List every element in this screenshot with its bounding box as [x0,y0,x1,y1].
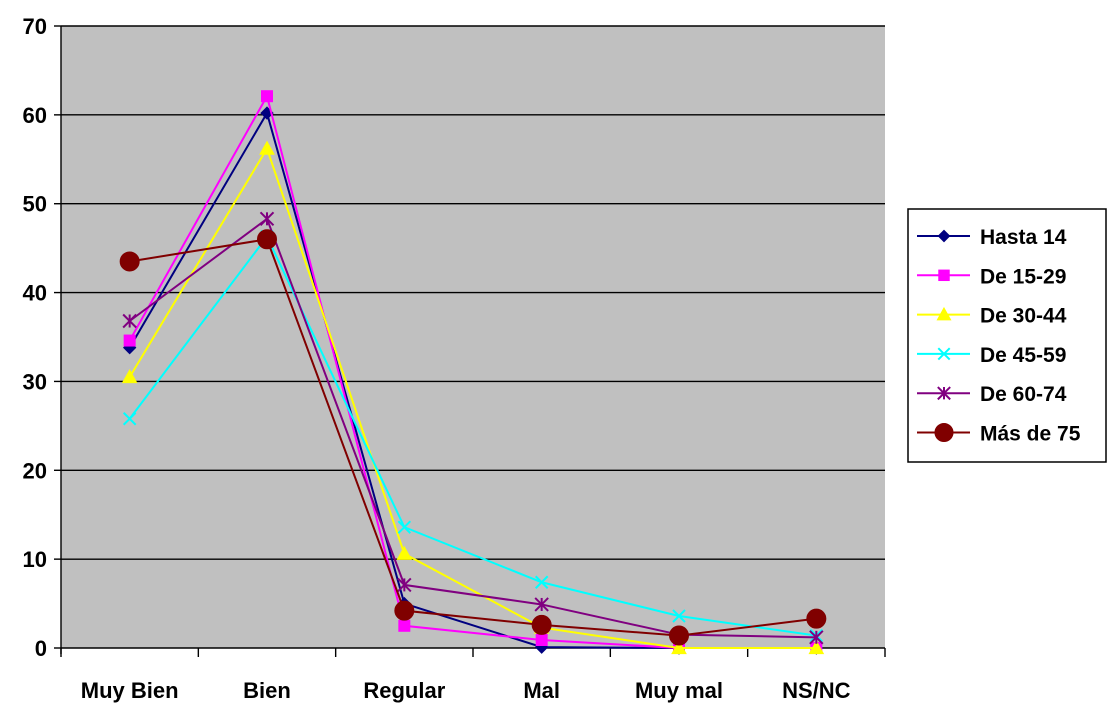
y-tick-label: 0 [35,636,47,661]
series-m-s-de-75 [119,229,827,646]
marker-asterisk [122,313,137,329]
marker-square [398,619,411,632]
marker-circle [119,251,140,272]
marker-x-stroke [397,520,412,534]
legend: Hasta 14 De 15-29 De 30-44 De 45-59 De 60-74… [907,208,1107,463]
y-axis: 0 10 20 30 40 50 60 70 [23,14,62,661]
x-tick-label: Muy mal [635,678,723,703]
legend-label: Más de 75 [980,423,1081,446]
legend-label: De 60-74 [980,383,1067,406]
legend-item: Hasta 14 [917,226,1067,249]
x-tick-label: Regular [363,678,445,703]
marker-circle [531,614,552,635]
y-tick-label: 40 [23,281,47,306]
legend-item: De 60-74 [917,383,1067,406]
marker-square [261,90,273,103]
marker-diamond [937,229,951,243]
series-line [129,217,817,639]
marker-x [672,609,686,623]
marker-square [123,334,136,347]
y-tick-label: 50 [23,192,47,217]
marker-x [534,575,549,589]
marker-circle [394,600,415,621]
legend-label: De 45-59 [980,344,1066,367]
marker-x-stroke [534,575,549,589]
series-line [129,238,817,637]
marker-square [938,269,950,282]
marker-triangle [671,639,687,655]
marker-circle [669,625,689,646]
marker-circle [934,422,954,443]
marker-triangle [259,140,275,155]
marker-x [937,347,951,361]
legend-label: De 30-44 [980,305,1067,328]
series-line [128,146,817,649]
y-tick-label: 60 [23,103,47,128]
marker-triangle [936,306,952,321]
marker-x [122,412,137,426]
x-axis: Muy Bien Bien Regular Mal Muy mal NS/NC [60,647,886,703]
x-tick-label: Muy Bien [81,678,179,703]
legend-item: De 45-59 [917,344,1066,367]
marker-asterisk [534,597,549,612]
x-tick-label: Mal [523,678,560,703]
marker-circle [257,229,277,250]
legend-label: De 15-29 [980,265,1066,288]
series-group [119,90,827,655]
marker-asterisk [809,630,824,645]
y-tick-label: 70 [23,14,47,39]
marker-square [535,634,548,647]
marker-x [397,520,412,534]
y-tick-label: 20 [23,458,47,483]
x-tick-label: NS/NC [782,678,851,703]
marker-triangle [396,545,413,560]
y-tick-label: 30 [23,369,47,394]
legend-label: Hasta 14 [980,226,1067,249]
legend-item: De 30-44 [917,305,1067,328]
marker-asterisk [937,386,951,401]
marker-triangle [121,368,138,384]
marker-asterisk [259,211,275,227]
legend-box [907,208,1107,463]
marker-x-stroke [937,347,951,361]
plot-background [61,26,885,648]
series-de-30-44 [121,140,825,655]
marker-asterisk [397,577,412,593]
series-line [128,234,817,637]
legend-item: De 15-29 [917,265,1066,288]
plot-area [61,25,885,648]
marker-circle [806,608,827,629]
marker-triangle [808,639,825,655]
marker-x-stroke [672,609,686,623]
legend-item: Más de 75 [917,423,1081,446]
y-tick-label: 10 [23,547,47,572]
x-tick-label: Bien [243,678,291,703]
marker-x-stroke [122,412,137,426]
